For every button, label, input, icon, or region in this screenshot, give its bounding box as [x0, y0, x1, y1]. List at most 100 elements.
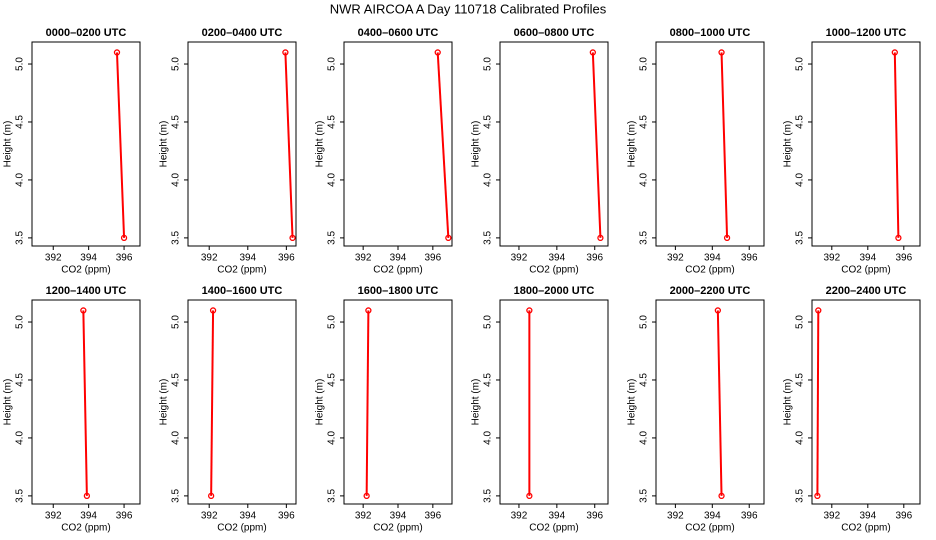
y-tick-label: 4.0: [171, 173, 182, 187]
plot-frame: [655, 299, 765, 505]
point: [714, 307, 721, 314]
y-tick-label: 5.0: [639, 57, 650, 71]
x-tick-label: 394: [390, 253, 407, 264]
y-axis-label: Height (m): [3, 379, 14, 426]
x-tick-label: 392: [45, 511, 62, 522]
point: [209, 307, 217, 314]
y-tick-label: 3.5: [639, 230, 650, 244]
x-axis-label: CO2 (ppm): [61, 265, 110, 276]
plot-frame: [343, 41, 453, 247]
plot-frame: [343, 299, 453, 505]
x-tick-label: 394: [704, 253, 721, 264]
point: [815, 307, 822, 314]
point: [445, 234, 452, 242]
x-tick-label: 392: [201, 253, 218, 264]
point: [526, 307, 533, 314]
plot-frame: [187, 41, 297, 247]
y-tick-label: 4.5: [639, 115, 650, 129]
x-tick-label: 396: [741, 253, 758, 264]
y-axis-label: Height (m): [159, 121, 170, 168]
y-tick-label: 5.0: [483, 315, 494, 329]
x-tick-label: 394: [390, 511, 407, 522]
y-tick-label: 4.0: [795, 431, 806, 445]
x-axis-label: CO2 (ppm): [217, 523, 266, 534]
x-axis-label: CO2 (ppm): [529, 265, 578, 276]
profile-line: [210, 310, 215, 496]
x-tick-label: 396: [116, 511, 133, 522]
x-axis-label: CO2 (ppm): [217, 265, 266, 276]
x-tick-label: 392: [355, 253, 372, 264]
y-tick-label: 5.0: [795, 57, 806, 71]
plot-frame: [655, 41, 765, 247]
x-axis-label: CO2 (ppm): [841, 265, 890, 276]
x-tick-label: 392: [355, 511, 372, 522]
y-tick-label: 3.5: [795, 488, 806, 502]
point: [120, 234, 128, 242]
y-tick-label: 3.5: [171, 488, 182, 502]
profile-line: [284, 52, 294, 238]
y-tick-label: 3.5: [327, 488, 338, 502]
x-tick-label: 396: [424, 511, 441, 522]
x-tick-label: 394: [548, 511, 565, 522]
y-tick-label: 4.0: [15, 431, 26, 445]
profile-line: [720, 52, 729, 238]
y-tick-label: 3.5: [483, 230, 494, 244]
point: [365, 307, 372, 314]
y-tick-label: 5.0: [483, 57, 494, 71]
y-tick-label: 5.0: [171, 57, 182, 71]
y-tick-label: 4.0: [483, 431, 494, 445]
point: [526, 492, 533, 500]
y-axis-label: Height (m): [783, 121, 794, 168]
y-tick-label: 4.0: [483, 173, 494, 187]
point: [589, 49, 596, 56]
y-tick-label: 4.5: [639, 373, 650, 387]
y-tick-label: 3.5: [15, 230, 26, 244]
panel-title: 0000–0200 UTC: [46, 27, 127, 39]
y-tick-label: 5.0: [327, 57, 338, 71]
panel-title: 1800–2000 UTC: [514, 285, 595, 297]
profile-line: [436, 52, 450, 238]
panel-title: 1600–1800 UTC: [358, 285, 439, 297]
point: [434, 49, 441, 56]
plot-frame: [811, 41, 921, 247]
y-tick-label: 4.5: [171, 115, 182, 129]
y-axis-label: Height (m): [471, 121, 482, 168]
panel-title: 1200–1400 UTC: [46, 285, 127, 297]
y-tick-label: 4.0: [15, 173, 26, 187]
plot-frame: [31, 299, 141, 505]
x-axis-label: CO2 (ppm): [841, 523, 890, 534]
y-tick-label: 4.0: [639, 173, 650, 187]
profile-line: [365, 310, 370, 496]
x-axis-label: CO2 (ppm): [529, 523, 578, 534]
x-tick-label: 396: [741, 511, 758, 522]
profile-line: [893, 52, 900, 238]
x-axis-label: CO2 (ppm): [685, 523, 734, 534]
x-tick-label: 394: [704, 511, 721, 522]
point: [80, 307, 87, 314]
x-tick-label: 394: [239, 253, 256, 264]
x-axis-label: CO2 (ppm): [61, 523, 110, 534]
y-axis-label: Height (m): [159, 379, 170, 426]
x-tick-label: 396: [895, 511, 912, 522]
plot-frame: [499, 299, 609, 505]
y-tick-label: 4.0: [795, 173, 806, 187]
panel-title: 2200–2400 UTC: [826, 285, 907, 297]
x-tick-label: 392: [823, 253, 840, 264]
y-axis-label: Height (m): [471, 379, 482, 426]
point: [814, 492, 821, 500]
y-tick-label: 3.5: [171, 230, 182, 244]
x-tick-label: 394: [859, 253, 876, 264]
y-tick-label: 4.5: [15, 115, 26, 129]
y-tick-label: 4.0: [171, 431, 182, 445]
chart-title: NWR AIRCOA A Day 110718 Calibrated Profi…: [330, 1, 607, 16]
point: [718, 49, 725, 56]
y-tick-label: 4.5: [327, 373, 338, 387]
point: [282, 49, 289, 56]
y-tick-label: 5.0: [327, 315, 338, 329]
y-tick-label: 4.5: [483, 373, 494, 387]
profile-line: [591, 52, 602, 238]
x-axis-label: CO2 (ppm): [373, 265, 422, 276]
x-tick-label: 392: [511, 253, 528, 264]
x-tick-label: 396: [116, 253, 133, 264]
panel-title: 2000–2200 UTC: [670, 285, 751, 297]
